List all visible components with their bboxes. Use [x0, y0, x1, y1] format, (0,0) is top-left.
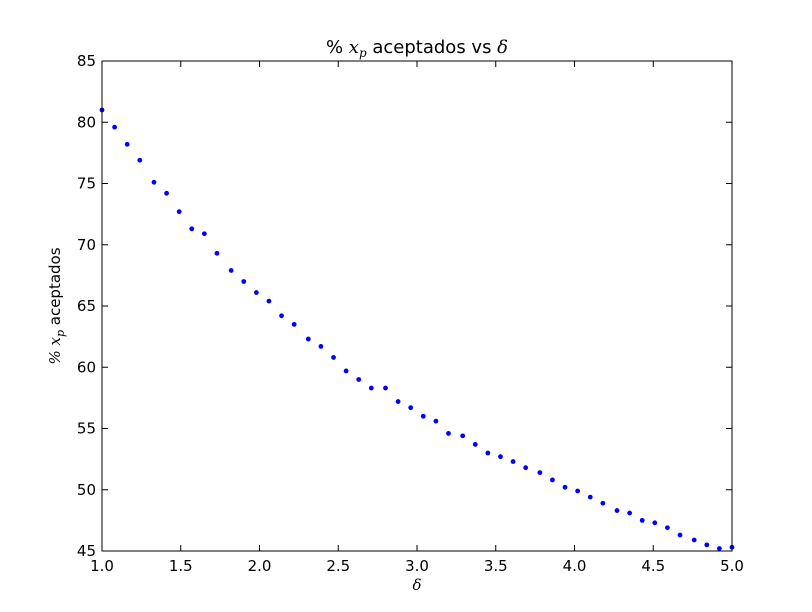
data-point — [176, 209, 182, 215]
x-tick-label: 2.5 — [326, 557, 350, 575]
data-point — [305, 336, 311, 342]
y-axis-label: % xp aceptados — [46, 247, 67, 364]
data-point — [279, 313, 284, 319]
data-point — [627, 510, 633, 516]
data-point — [523, 465, 529, 471]
data-point — [614, 508, 620, 513]
data-point — [164, 190, 169, 196]
data-point — [704, 542, 710, 548]
data-point — [253, 290, 259, 295]
data-point — [485, 450, 491, 456]
data-point — [472, 442, 478, 447]
data-point — [562, 484, 568, 490]
y-tick-label: 45 — [77, 542, 96, 560]
y-tick-label: 85 — [77, 52, 96, 70]
x-tick-label: 4.0 — [563, 557, 587, 575]
x-tick-label: 3.5 — [484, 557, 508, 575]
data-point — [368, 385, 374, 391]
data-point — [717, 546, 722, 551]
data-point — [318, 344, 324, 349]
data-point — [189, 226, 195, 232]
data-point — [587, 494, 593, 500]
data-point — [433, 418, 439, 424]
y-tick-label: 75 — [77, 175, 96, 193]
data-point — [137, 157, 143, 163]
data-point — [291, 321, 297, 327]
data-point — [395, 399, 401, 404]
data-point — [537, 470, 543, 475]
data-point — [408, 405, 414, 411]
data-point — [228, 268, 234, 273]
x-tick-label: 3.0 — [405, 557, 429, 575]
data-point — [241, 279, 247, 284]
y-axis-ticks: 45 50 55 60 65 70 75 80 85 — [77, 52, 732, 560]
data-point — [691, 537, 697, 543]
plot-frame — [101, 60, 733, 552]
data-point — [550, 477, 555, 483]
x-tick-label: 1.5 — [169, 557, 193, 575]
x-axis-label: δ — [412, 576, 421, 594]
y-tick-label: 55 — [77, 420, 96, 438]
data-point — [446, 431, 451, 436]
y-tick-label: 80 — [77, 113, 96, 131]
data-points — [99, 107, 735, 551]
chart-title: % xp aceptados vs δ — [326, 37, 508, 60]
y-tick-label: 70 — [77, 236, 96, 254]
data-point — [214, 250, 220, 256]
data-point — [383, 385, 388, 391]
x-tick-label: 1.0 — [90, 557, 114, 575]
y-tick-label: 50 — [77, 481, 96, 499]
data-point — [343, 368, 349, 374]
x-tick-label: 4.5 — [641, 557, 665, 575]
data-point — [356, 377, 362, 382]
data-point — [266, 298, 272, 304]
data-point — [201, 231, 207, 237]
y-tick-label: 60 — [77, 358, 96, 376]
data-point — [420, 413, 426, 419]
data-point — [460, 433, 466, 439]
data-point — [331, 355, 336, 360]
data-point — [151, 179, 157, 185]
data-point — [677, 532, 683, 538]
data-point — [112, 124, 117, 130]
data-point — [124, 141, 130, 147]
data-point — [575, 488, 581, 494]
data-point — [498, 454, 503, 460]
data-point — [639, 517, 645, 523]
x-axis-ticks: 1.0 1.5 2.0 2.5 3.0 3.5 4.0 4.5 5.0 — [90, 61, 744, 575]
data-point — [600, 500, 606, 506]
y-tick-label: 65 — [77, 297, 96, 315]
data-point — [665, 525, 670, 531]
x-tick-label: 2.0 — [248, 557, 272, 575]
data-point — [510, 459, 516, 464]
x-tick-label: 5.0 — [720, 557, 744, 575]
data-point — [652, 520, 658, 526]
